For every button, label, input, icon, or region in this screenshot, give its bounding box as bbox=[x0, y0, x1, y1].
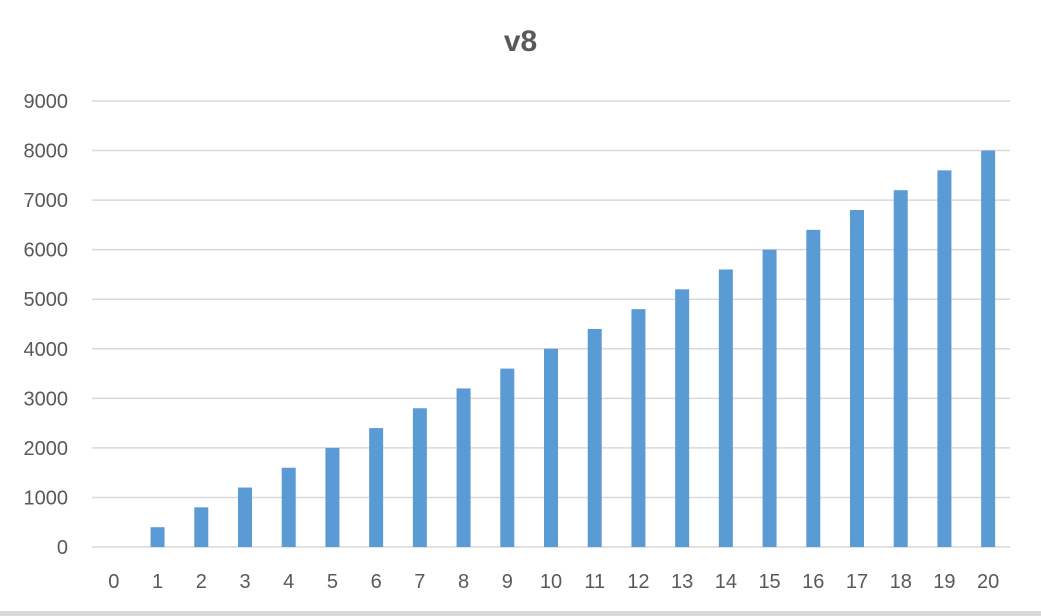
y-tick-label: 8000 bbox=[24, 141, 69, 163]
bar-13 bbox=[675, 289, 690, 547]
bar-1 bbox=[150, 527, 165, 547]
bottom-border bbox=[0, 611, 1041, 616]
bar-20 bbox=[981, 150, 996, 548]
x-tick-label: 14 bbox=[715, 571, 737, 593]
bar-5 bbox=[325, 447, 340, 547]
bar-3 bbox=[238, 487, 252, 547]
x-tick-label: 19 bbox=[933, 571, 955, 593]
bar-7 bbox=[412, 408, 427, 547]
x-tick-label: 0 bbox=[108, 571, 119, 593]
bar-4 bbox=[281, 467, 296, 547]
y-tick-label: 7000 bbox=[24, 190, 69, 212]
bar-2 bbox=[194, 507, 209, 547]
bar-6 bbox=[369, 428, 384, 547]
x-tick-label: 18 bbox=[890, 571, 912, 593]
x-tick-label: 4 bbox=[283, 571, 294, 593]
bar-8 bbox=[456, 388, 471, 547]
y-tick-label: 2000 bbox=[24, 438, 69, 460]
x-tick-label: 20 bbox=[977, 571, 999, 593]
bar-9 bbox=[500, 368, 515, 547]
x-tick-label: 10 bbox=[540, 571, 562, 593]
x-tick-label: 2 bbox=[196, 571, 207, 593]
x-tick-label: 11 bbox=[584, 571, 605, 593]
bar-18 bbox=[893, 190, 908, 547]
y-tick-label: 9000 bbox=[24, 91, 69, 113]
y-tick-label: 1000 bbox=[24, 487, 69, 509]
bar-19 bbox=[937, 170, 952, 547]
y-tick-label: 4000 bbox=[24, 339, 69, 361]
x-tick-label: 7 bbox=[414, 571, 425, 593]
bar-17 bbox=[850, 210, 864, 547]
x-tick-label: 8 bbox=[458, 571, 469, 593]
chart-title: v8 bbox=[503, 25, 538, 58]
x-tick-label: 6 bbox=[371, 571, 382, 593]
bar-11 bbox=[587, 328, 602, 547]
x-tick-label: 5 bbox=[327, 571, 338, 593]
bar-15 bbox=[762, 249, 777, 547]
x-tick-label: 1 bbox=[152, 571, 163, 593]
bar-12 bbox=[631, 309, 646, 547]
x-tick-label: 13 bbox=[671, 571, 693, 593]
y-tick-label: 3000 bbox=[24, 388, 69, 410]
x-tick-label: 3 bbox=[239, 571, 250, 593]
x-tick-label: 16 bbox=[802, 571, 824, 593]
bar-10 bbox=[544, 348, 558, 547]
bar-16 bbox=[806, 229, 821, 547]
y-tick-label: 5000 bbox=[24, 289, 69, 311]
x-tick-label: 17 bbox=[846, 571, 868, 593]
x-tick-label: 9 bbox=[502, 571, 513, 593]
x-tick-label: 12 bbox=[627, 571, 649, 593]
y-tick-label: 6000 bbox=[24, 240, 69, 262]
bar-14 bbox=[718, 269, 733, 547]
x-tick-label: 15 bbox=[758, 571, 780, 593]
y-tick-label: 0 bbox=[57, 537, 68, 559]
